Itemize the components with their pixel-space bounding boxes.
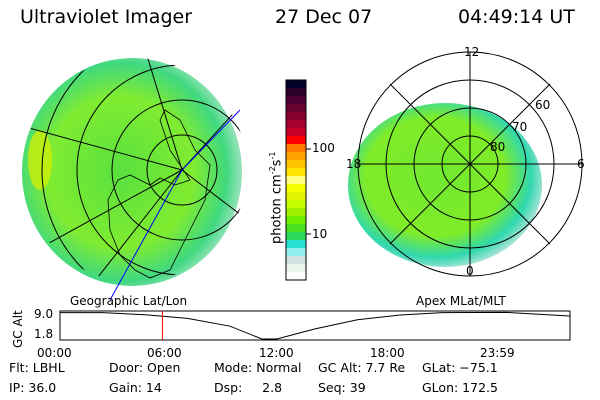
status-field: GLon: 172.5 [422, 380, 498, 395]
colorbar-band [286, 128, 306, 137]
date: 27 Dec 07 [275, 6, 373, 28]
colorbar-band [286, 136, 306, 145]
apex-polar-plot [348, 51, 583, 277]
instrument-title: Ultraviolet Imager [20, 6, 193, 28]
mlt-label-6: 6 [577, 157, 585, 171]
colorbar-band [286, 176, 306, 185]
colorbar-band [286, 160, 306, 169]
colorbar-band [286, 240, 306, 249]
altitude-ytick-1-8: 1.8 [34, 327, 54, 341]
colorbar-tick-100: 100 [312, 141, 335, 155]
colorbar-band [286, 192, 306, 201]
colorbar-band [286, 208, 306, 217]
status-field: Seq: 39 [318, 380, 366, 395]
xtick: 06:00 [147, 346, 182, 360]
status-field: Door: Open [109, 360, 181, 375]
altitude-ylabel: GC Alt [11, 310, 25, 348]
colorbar-band [286, 216, 306, 225]
colorbar-label: photon cm-2s-1 [268, 151, 285, 244]
status-field: GLat: −75.1 [422, 360, 498, 375]
colorbar-band [286, 80, 306, 89]
status-field: Mode: Normal [214, 360, 302, 375]
mlt-label-0: 0 [466, 264, 474, 278]
colorbar [286, 80, 311, 281]
colorbar-band [286, 96, 306, 105]
colorbar-band [286, 104, 306, 113]
colorbar-band [286, 120, 306, 129]
mlt-label-12: 12 [464, 45, 480, 59]
colorbar-band [286, 184, 306, 193]
colorbar-band [286, 200, 306, 209]
xtick: 23:59 [480, 346, 515, 360]
altitude-curve [60, 311, 570, 340]
altitude-ytick-9: 9.0 [34, 307, 54, 321]
lat-label-70: 70 [512, 120, 528, 134]
colorbar-tick-10: 10 [312, 227, 328, 241]
status-field: GC Alt: 7.7 Re [318, 360, 406, 375]
lat-label-80: 80 [490, 140, 506, 154]
status-field: Gain: 14 [109, 380, 162, 395]
altitude-plot-frame [59, 310, 571, 341]
mlt-label-18: 18 [346, 157, 362, 171]
colorbar-band [286, 112, 306, 121]
colorbar-band [286, 144, 306, 153]
colorbar-band [286, 272, 306, 281]
colorbar-band [286, 256, 306, 265]
xtick: 18:00 [370, 346, 405, 360]
xtick: 12:00 [259, 346, 294, 360]
colorbar-band [286, 152, 306, 161]
status-field: Dsp: 2.8 [214, 380, 283, 395]
colorbar-band [286, 168, 306, 177]
right-panel-label: Apex MLat/MLT [416, 294, 506, 308]
colorbar-band [286, 88, 306, 97]
status-field: IP: 36.0 [9, 380, 57, 395]
colorbar-band [286, 232, 306, 241]
xtick: 00:00 [37, 346, 72, 360]
status-field: Flt: LBHL [9, 360, 65, 375]
colorbar-band [286, 224, 306, 233]
left-panel-label: Geographic Lat/Lon [70, 294, 188, 308]
colorbar-band [286, 248, 306, 257]
time: 04:49:14 UT [458, 6, 575, 28]
colorbar-band [286, 264, 306, 273]
lat-label-60: 60 [535, 98, 551, 112]
